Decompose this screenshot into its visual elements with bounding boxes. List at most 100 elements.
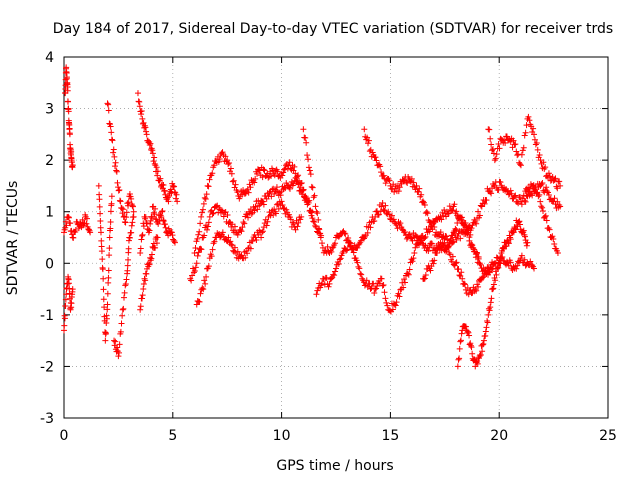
data-point <box>487 264 494 271</box>
data-point <box>480 341 487 348</box>
data-point <box>189 272 196 279</box>
data-point <box>484 319 491 326</box>
data-point <box>454 220 461 227</box>
data-point <box>477 352 484 359</box>
y-tick-label: -2 <box>40 359 54 375</box>
data-point <box>378 169 385 176</box>
data-point <box>492 277 499 284</box>
x-tick-label: 0 <box>60 428 69 444</box>
data-point <box>315 216 322 223</box>
data-point <box>492 155 499 162</box>
data-point <box>188 277 195 284</box>
data-point <box>116 341 123 348</box>
data-point <box>305 164 312 171</box>
data-point <box>270 170 277 177</box>
data-point <box>239 224 246 231</box>
data-point <box>312 222 319 229</box>
data-point <box>416 185 423 192</box>
data-point <box>534 146 541 153</box>
data-point <box>551 176 558 183</box>
data-point <box>391 188 398 195</box>
data-point <box>196 228 203 235</box>
data-point <box>402 228 409 235</box>
data-point <box>114 344 121 351</box>
data-point <box>267 168 274 175</box>
data-point <box>149 150 156 157</box>
data-point <box>552 175 559 182</box>
data-point <box>395 290 402 297</box>
data-point <box>365 137 372 144</box>
data-point <box>160 218 167 225</box>
data-point <box>355 263 362 270</box>
data-point <box>341 230 348 237</box>
data-point <box>199 209 206 216</box>
data-point <box>143 265 150 272</box>
data-point <box>286 185 293 192</box>
x-tick-label: 10 <box>273 428 291 444</box>
data-point <box>245 189 252 196</box>
data-point <box>153 240 160 247</box>
data-point <box>309 184 316 191</box>
data-point <box>95 182 102 189</box>
data-point <box>213 203 220 210</box>
data-point <box>445 244 452 251</box>
data-point <box>452 260 459 267</box>
data-point <box>125 256 132 263</box>
data-point <box>202 196 209 203</box>
data-point <box>65 214 72 221</box>
data-point <box>424 210 431 217</box>
data-point <box>427 219 434 226</box>
data-point <box>139 292 146 299</box>
data-point <box>168 229 175 236</box>
data-point <box>190 269 197 276</box>
data-point <box>146 141 153 148</box>
data-point <box>518 252 525 259</box>
data-point <box>196 298 203 305</box>
data-point <box>483 197 490 204</box>
data-point <box>539 204 546 211</box>
data-point <box>304 198 311 205</box>
data-point <box>323 274 330 281</box>
data-point <box>305 156 312 163</box>
data-point <box>205 263 212 270</box>
data-point <box>302 134 309 141</box>
data-point <box>486 269 493 276</box>
data-point <box>195 231 202 238</box>
data-point <box>412 244 419 251</box>
data-point <box>115 184 122 191</box>
data-point <box>129 202 136 209</box>
data-point <box>106 120 113 127</box>
data-point <box>105 107 112 114</box>
data-point <box>115 353 122 360</box>
y-tick-label: 2 <box>45 153 54 169</box>
data-point <box>245 214 252 221</box>
data-point <box>205 183 212 190</box>
data-point <box>97 229 104 236</box>
data-point <box>297 187 304 194</box>
data-point <box>72 227 79 234</box>
data-point <box>128 229 135 236</box>
data-point <box>134 90 141 97</box>
data-point <box>241 220 248 227</box>
data-point <box>120 305 127 312</box>
data-point <box>466 237 473 244</box>
data-point <box>507 259 514 266</box>
data-point <box>158 208 165 215</box>
data-point <box>219 149 226 156</box>
data-point <box>431 224 438 231</box>
data-point <box>546 226 553 233</box>
data-point <box>147 220 154 227</box>
data-point <box>148 214 155 221</box>
data-point <box>112 159 119 166</box>
data-point <box>557 203 564 210</box>
data-point <box>530 182 537 189</box>
data-point <box>502 140 509 147</box>
data-point <box>277 192 284 199</box>
data-point <box>150 209 157 216</box>
data-point <box>476 353 483 360</box>
data-point <box>219 229 226 236</box>
data-point <box>65 98 72 105</box>
data-point <box>273 184 280 191</box>
data-point <box>420 276 427 283</box>
data-point <box>545 192 552 199</box>
